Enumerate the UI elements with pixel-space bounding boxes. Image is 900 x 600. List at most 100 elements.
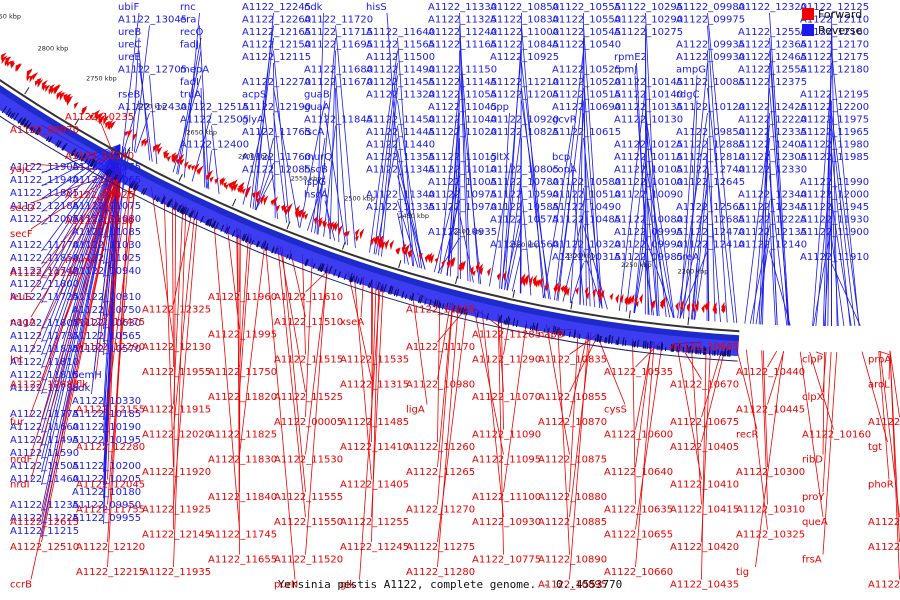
leader-line — [645, 100, 658, 316]
leader-line — [635, 341, 653, 468]
forward-feature — [144, 139, 149, 147]
reverse-feature — [13, 112, 19, 121]
reverse-feature — [319, 263, 324, 272]
leader-line — [317, 37, 336, 235]
gene-label: A1122_09950 — [868, 517, 900, 528]
leader-line — [335, 25, 356, 248]
gene-label: A1122_12405 — [738, 140, 807, 151]
genome-backbone — [0, 84, 740, 342]
reverse-feature — [573, 331, 576, 339]
gene-label: A1122_11765 — [242, 127, 311, 138]
gene-label: rnc — [180, 2, 196, 13]
forward-feature — [528, 275, 534, 288]
gene-label: hscB — [304, 165, 328, 176]
gene-label: A1122_11045 — [428, 102, 497, 113]
gene-label: A1122_09950 — [72, 500, 141, 511]
leader-line — [335, 87, 340, 243]
leader-line — [171, 197, 174, 368]
leader-line — [459, 75, 482, 285]
gene-label: A1122_12555 — [738, 65, 807, 76]
gene-label: nagA — [10, 317, 36, 328]
forward-feature — [713, 308, 718, 315]
gene-label: A1122_11975 — [800, 115, 869, 126]
forward-feature — [221, 177, 226, 186]
gene-label: A1122_11720 — [304, 15, 373, 26]
gene-label: A1122_11775 — [10, 409, 79, 420]
forward-feature — [381, 241, 386, 251]
gene-label: mnmC — [65, 255, 98, 266]
gene-label: A1122_10230 — [10, 268, 79, 279]
forward-feature — [296, 210, 301, 219]
leader-line — [583, 75, 601, 308]
reverse-feature — [356, 278, 360, 285]
gene-label: A1122_11275 — [406, 542, 475, 553]
forward-feature — [163, 149, 168, 158]
gene-label: A1122_12020 — [142, 430, 211, 441]
gene-label: A1122_11170 — [406, 342, 475, 353]
leader-line — [335, 75, 348, 246]
gene-label: A1122_11670 — [304, 77, 373, 88]
forward-feature — [304, 213, 309, 221]
leader-line — [557, 326, 570, 555]
gene-label: yajC — [10, 164, 32, 175]
gene-label: A1122_11535 — [340, 355, 409, 366]
reverse-feature — [320, 267, 323, 272]
leader-line — [812, 75, 832, 326]
gene-label: A1122_10810 — [72, 292, 141, 303]
forward-feature — [219, 176, 225, 186]
gene-label: A1122_11235 — [10, 500, 79, 511]
gene-label: A1122_12470 — [676, 227, 745, 238]
gene-label: A1122_12465 — [738, 52, 807, 63]
reverse-feature — [535, 324, 538, 332]
scale-label: 2750 kbp — [86, 74, 117, 82]
reverse-feature — [497, 315, 501, 324]
forward-feature — [345, 230, 350, 237]
leader-line — [755, 351, 784, 568]
leader-line — [446, 112, 460, 276]
scale-label: 2650 kbp — [186, 129, 217, 137]
reverse-feature — [184, 208, 190, 216]
leader-line — [618, 87, 646, 311]
forward-feature — [89, 113, 95, 121]
scale-label: 2300 kbp — [565, 252, 596, 260]
gene-label: A1122_10580 — [552, 177, 621, 188]
gene-label: A1122_12550 — [738, 27, 807, 38]
reverse-feature — [181, 208, 186, 215]
gene-label: gcvR — [552, 115, 577, 126]
gene-label: A1122_12140 — [738, 240, 807, 251]
reverse-feature — [245, 238, 249, 243]
reverse-feature — [36, 129, 42, 136]
leader-line — [314, 162, 326, 234]
reverse-feature — [256, 241, 260, 248]
reverse-feature — [210, 223, 214, 228]
gene-label: A1122_12005 — [10, 214, 79, 225]
leader-line — [135, 112, 150, 154]
forward-feature — [275, 204, 281, 212]
reverse-feature — [724, 347, 727, 357]
gene-label: A1122_10690 — [552, 102, 621, 113]
reverse-feature — [156, 197, 160, 203]
reverse-feature — [34, 127, 40, 135]
reverse-feature — [404, 294, 408, 300]
gene-label: A1122_11100 — [472, 492, 541, 503]
gene-label: A1122_11995 — [208, 330, 277, 341]
leader-line — [503, 320, 528, 493]
leader-line — [861, 351, 888, 443]
reverse-feature — [35, 126, 41, 135]
reverse-feature — [388, 285, 393, 295]
reverse-feature — [383, 283, 387, 293]
reverse-feature — [658, 345, 660, 351]
forward-feature — [59, 92, 65, 100]
reverse-feature — [599, 335, 601, 343]
leader-line — [831, 262, 861, 326]
inner-ruler — [0, 78, 740, 333]
gene-label: A1122_12180 — [800, 65, 869, 76]
scale-tick — [24, 87, 30, 95]
gene-label: A1122_10830 — [490, 15, 559, 26]
reverse-feature — [160, 195, 166, 204]
gene-label: A1122_11345 — [366, 165, 435, 176]
leader-line — [324, 200, 336, 241]
gene-label: A1122_11980 — [800, 140, 869, 151]
gene-label: A1122_10275 — [614, 27, 683, 38]
reverse-feature — [181, 207, 186, 214]
